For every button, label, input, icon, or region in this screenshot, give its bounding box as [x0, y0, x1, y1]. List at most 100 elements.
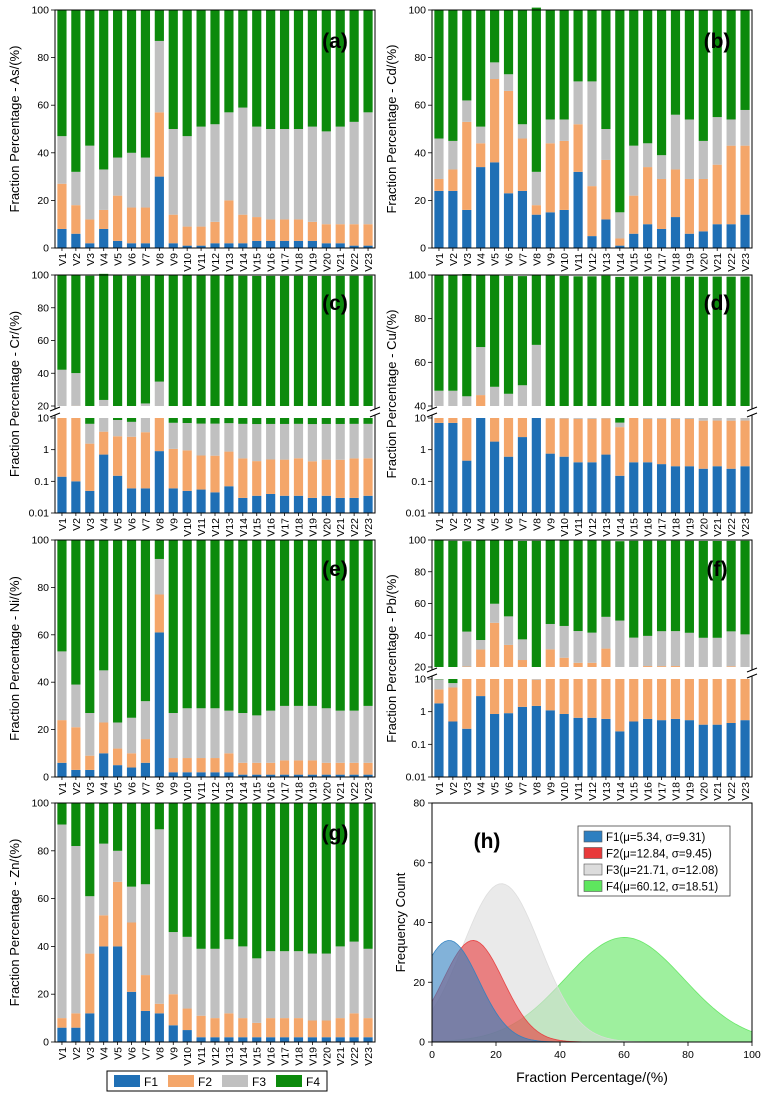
bar-f4-v13 [601, 275, 611, 406]
bar-f4-v16 [266, 418, 276, 424]
bar-f3-v1 [57, 824, 67, 1019]
bar-f2-v10 [559, 657, 569, 667]
bar-f3-v2 [71, 373, 81, 406]
bar-f4-v21 [712, 276, 722, 406]
x-tick-label: V21 [335, 253, 347, 272]
axes-frame [431, 274, 753, 514]
bar-f1-v13 [224, 1037, 234, 1042]
bar-f4-v15 [252, 10, 262, 127]
bar-f2-v14 [238, 762, 248, 775]
bar-f4-v17 [656, 10, 667, 156]
bar-f2-v14 [615, 427, 625, 476]
bar-f3-v6 [126, 152, 137, 208]
bar-f4-v16 [266, 540, 276, 711]
bar-f2-v5 [490, 418, 500, 442]
bar-f3-v19 [684, 418, 694, 419]
bar-f1-v20 [321, 774, 331, 777]
bar-f3-v1 [57, 136, 67, 184]
bar-f4-v3 [85, 540, 95, 714]
panel-e: V1 V2 V3 V4 V5 V6 V7 V8 V9 V10 V11 V12 V13 V14 V15 V16 V… [7, 535, 376, 801]
bar-f3-v14 [238, 713, 248, 763]
bar-f3-v17 [279, 423, 290, 460]
bar-f2-v12 [210, 758, 220, 773]
bar-f1-v14 [615, 731, 625, 777]
bar-f4-v19 [307, 10, 317, 127]
bar-f2-v7 [517, 138, 528, 191]
bar-f4-v5 [113, 10, 123, 158]
bar-f1-v23 [363, 774, 373, 777]
bar-f1-v6 [503, 193, 514, 248]
bar-f4-v5 [490, 275, 500, 387]
bar-f3-v14 [615, 620, 625, 667]
bar-f4-v4 [99, 273, 109, 400]
bar-f4-v21 [335, 10, 345, 127]
bar-f1-v16 [643, 462, 653, 513]
bar-f2-v15 [252, 762, 262, 775]
bar-f4-v11 [196, 10, 206, 127]
bar-f2-v15 [252, 217, 262, 241]
bar-f1-v19 [684, 466, 694, 513]
bar-f3-v7 [140, 403, 151, 406]
bar-f2-v11 [573, 418, 583, 463]
x-tick-label: V19 [307, 518, 319, 537]
bar-f4-v15 [252, 418, 262, 425]
bar-f2-v16 [266, 1018, 276, 1038]
axis-break-mark [746, 667, 758, 673]
bar-f1-v5 [490, 162, 500, 248]
x-tick-label: V22 [349, 253, 361, 272]
bar-f3-v19 [307, 953, 317, 1021]
bar-f2-v1 [434, 689, 444, 704]
x-tick-label: V11 [573, 518, 585, 536]
bar-f3-v6 [503, 616, 514, 645]
x-tick-label: V2 [448, 782, 460, 795]
bar-f4-v14 [615, 541, 625, 621]
bar-f4-v3 [85, 275, 95, 406]
bar-f4-v15 [629, 10, 639, 146]
bar-f3-v15 [252, 424, 262, 462]
y-tick-label: 0.1 [34, 476, 49, 488]
bar-f2-v22 [349, 1013, 359, 1038]
x-tick-label: V6 [504, 253, 516, 266]
bar-f2-v21 [335, 1018, 345, 1038]
bar-f4-v12 [210, 540, 220, 709]
x-tick-label: V23 [740, 253, 752, 272]
bar-f4-v11 [196, 540, 206, 709]
x-tick-label: V3 [85, 253, 97, 266]
bar-f4-v4 [476, 275, 486, 348]
bar-f2-v1 [57, 1018, 67, 1028]
bar-f3-v11 [573, 81, 583, 125]
x-tick-label: V4 [476, 253, 488, 266]
bar-f4-v6 [503, 540, 514, 617]
bar-f2-v2 [448, 169, 458, 191]
bar-f2-v13 [601, 648, 611, 667]
bar-f3-v12 [587, 632, 597, 663]
bar-f3-v13 [601, 616, 611, 649]
x-tick-label: V14 [238, 1047, 250, 1066]
bar-f3-v3 [85, 145, 95, 220]
bar-f2-v4 [99, 915, 109, 947]
bar-f3-v5 [113, 157, 123, 196]
bar-f3-v21 [712, 637, 722, 667]
bar-f2-v18 [293, 1018, 304, 1038]
bar-f3-v11 [196, 948, 206, 1016]
bar-f1-v14 [615, 475, 625, 513]
bar-f1-v15 [629, 721, 639, 777]
bar-f1-v22 [726, 722, 736, 777]
panel-label: (h) [474, 830, 501, 853]
bar-f2-v7 [140, 432, 151, 489]
bar-f1-v14 [615, 245, 625, 248]
bar-f4-v4 [476, 540, 486, 641]
bar-f3-v21 [335, 423, 345, 460]
axes-frame [54, 802, 376, 1043]
bar-f2-v7 [140, 739, 151, 763]
bar-f3-v19 [307, 126, 317, 222]
bar-f3-v6 [503, 393, 514, 406]
bar-f2-v22 [349, 762, 359, 775]
x-tick-label: V20 [698, 782, 710, 801]
bar-f1-v7 [140, 488, 151, 513]
bar-f3-v1 [434, 679, 444, 690]
y-tick-label: 1 [43, 444, 49, 456]
panel-c: V1 V2 V3 V4 V5 V6 V7 V8 V9 V10 V11 V12 V13 V14 V15 V16 V… [7, 270, 383, 537]
bar-f4-v1 [434, 10, 444, 139]
bar-f4-v6 [126, 418, 137, 422]
